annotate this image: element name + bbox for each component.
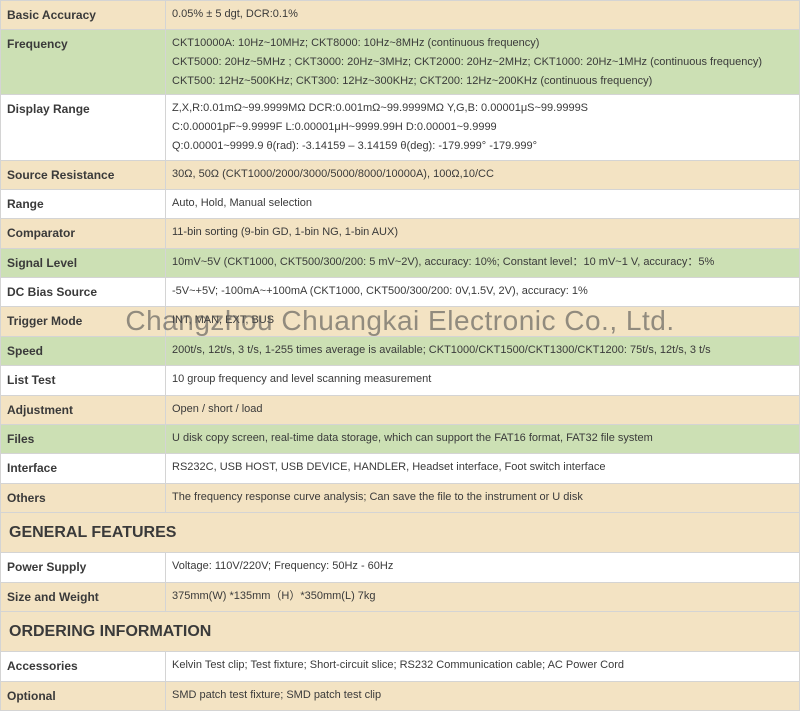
row-label: Range (1, 189, 166, 218)
row-label: Accessories (1, 652, 166, 681)
section-header-general: GENERAL FEATURES (1, 513, 800, 553)
row-label: DC Bias Source (1, 278, 166, 307)
row-label: Interface (1, 454, 166, 483)
specifications-table: Basic Accuracy0.05% ± 5 dgt, DCR:0.1%Fre… (0, 0, 800, 711)
row-label: List Test (1, 366, 166, 395)
table-row: FilesU disk copy screen, real-time data … (1, 425, 800, 454)
table-row: Source Resistance30Ω, 50Ω (CKT1000/2000/… (1, 160, 800, 189)
row-value: The frequency response curve analysis; C… (166, 483, 800, 512)
row-label: Optional (1, 681, 166, 710)
row-value: Auto, Hold, Manual selection (166, 189, 800, 218)
row-value: 30Ω, 50Ω (CKT1000/2000/3000/5000/8000/10… (166, 160, 800, 189)
row-value: Kelvin Test clip; Test fixture; Short-ci… (166, 652, 800, 681)
table-row: Size and Weight375mm(W) *135mm（H）*350mm(… (1, 582, 800, 611)
row-label: Signal Level (1, 248, 166, 277)
table-row: Power SupplyVoltage: 110V/220V; Frequenc… (1, 553, 800, 582)
table-row: DC Bias Source-5V~+5V; -100mA~+100mA (CK… (1, 278, 800, 307)
row-value: 10 group frequency and level scanning me… (166, 366, 800, 395)
table-row: OthersThe frequency response curve analy… (1, 483, 800, 512)
row-label: Display Range (1, 95, 166, 160)
table-row: List Test10 group frequency and level sc… (1, 366, 800, 395)
row-label: Comparator (1, 219, 166, 248)
row-value: U disk copy screen, real-time data stora… (166, 425, 800, 454)
table-row: RangeAuto, Hold, Manual selection (1, 189, 800, 218)
row-label: Trigger Mode (1, 307, 166, 336)
table-row: Display RangeZ,X,R:0.01mΩ~99.9999MΩ DCR:… (1, 95, 800, 160)
table-row: Signal Level10mV~5V (CKT1000, CKT500/300… (1, 248, 800, 277)
row-label: Power Supply (1, 553, 166, 582)
row-label: Frequency (1, 30, 166, 95)
row-value: 10mV~5V (CKT1000, CKT500/300/200: 5 mV~2… (166, 248, 800, 277)
row-value: INT, MAN, EXT, BUS (166, 307, 800, 336)
row-value: Open / short / load (166, 395, 800, 424)
table-row: AccessoriesKelvin Test clip; Test fixtur… (1, 652, 800, 681)
row-label: Adjustment (1, 395, 166, 424)
row-value: Voltage: 110V/220V; Frequency: 50Hz - 60… (166, 553, 800, 582)
row-value: Z,X,R:0.01mΩ~99.9999MΩ DCR:0.001mΩ~99.99… (166, 95, 800, 160)
row-label: Speed (1, 336, 166, 365)
table-row: FrequencyCKT10000A: 10Hz~10MHz; CKT8000:… (1, 30, 800, 95)
general-features-title: GENERAL FEATURES (1, 513, 800, 553)
row-value: 200t/s, 12t/s, 3 t/s, 1-255 times averag… (166, 336, 800, 365)
row-label: Files (1, 425, 166, 454)
row-value: 375mm(W) *135mm（H）*350mm(L) 7kg (166, 582, 800, 611)
table-row: Basic Accuracy0.05% ± 5 dgt, DCR:0.1% (1, 1, 800, 30)
table-row: Speed200t/s, 12t/s, 3 t/s, 1-255 times a… (1, 336, 800, 365)
row-value: RS232C, USB HOST, USB DEVICE, HANDLER, H… (166, 454, 800, 483)
table-row: Comparator11-bin sorting (9-bin GD, 1-bi… (1, 219, 800, 248)
row-label: Source Resistance (1, 160, 166, 189)
row-label: Size and Weight (1, 582, 166, 611)
row-label: Basic Accuracy (1, 1, 166, 30)
table-row: Trigger ModeINT, MAN, EXT, BUS (1, 307, 800, 336)
section-header-ordering: ORDERING INFORMATION (1, 612, 800, 652)
row-value: 0.05% ± 5 dgt, DCR:0.1% (166, 1, 800, 30)
row-value: CKT10000A: 10Hz~10MHz; CKT8000: 10Hz~8MH… (166, 30, 800, 95)
table-row: InterfaceRS232C, USB HOST, USB DEVICE, H… (1, 454, 800, 483)
row-value: -5V~+5V; -100mA~+100mA (CKT1000, CKT500/… (166, 278, 800, 307)
row-value: 11-bin sorting (9-bin GD, 1-bin NG, 1-bi… (166, 219, 800, 248)
table-row: OptionalSMD patch test fixture; SMD patc… (1, 681, 800, 710)
ordering-information-title: ORDERING INFORMATION (1, 612, 800, 652)
row-label: Others (1, 483, 166, 512)
table-row: AdjustmentOpen / short / load (1, 395, 800, 424)
row-value: SMD patch test fixture; SMD patch test c… (166, 681, 800, 710)
